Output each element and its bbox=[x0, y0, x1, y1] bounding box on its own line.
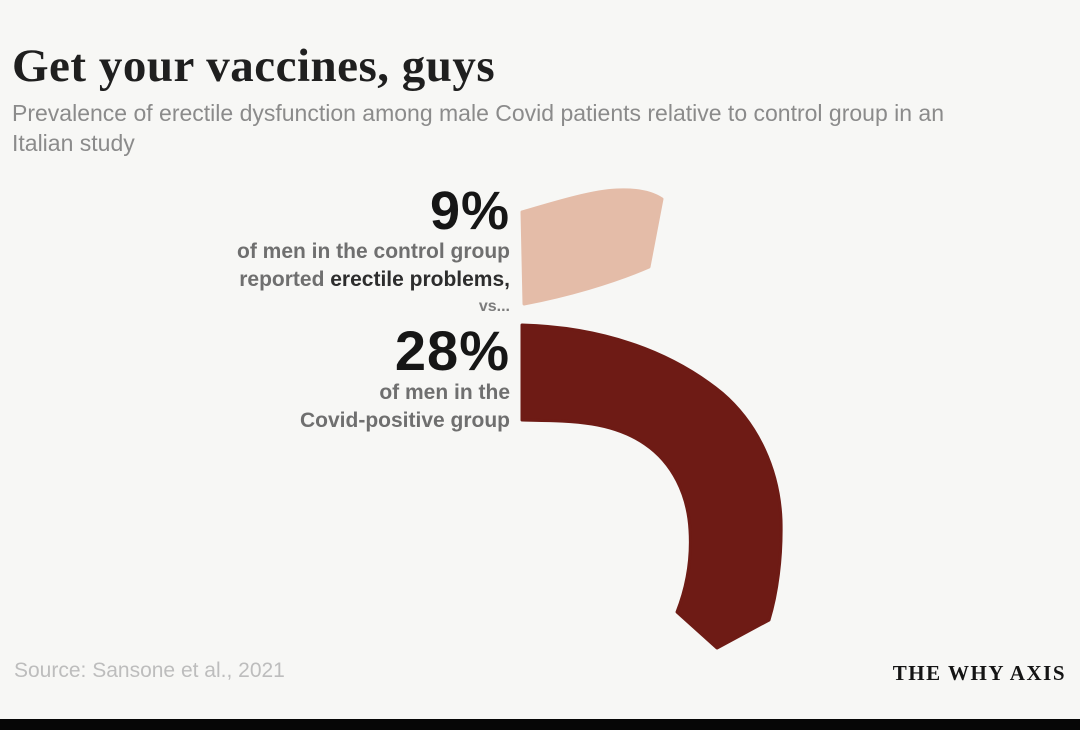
annotation-covid-line2: Covid-positive group bbox=[300, 408, 510, 432]
bottom-black-bar bbox=[0, 719, 1080, 730]
value-control-group: 9% bbox=[429, 181, 510, 241]
value-covid-group: 28% bbox=[394, 319, 510, 382]
brand-logo: THE WHY AXIS bbox=[892, 661, 1066, 685]
annotation-covid-line1: of men in the bbox=[379, 380, 510, 404]
annotation-control-line2-suffix: , bbox=[504, 267, 510, 291]
arc-segment-control-group bbox=[520, 188, 664, 306]
annotation-control-line1: of men in the control group bbox=[237, 239, 510, 263]
source-credit: Source: Sansone et al., 2021 bbox=[14, 659, 285, 682]
annotation-control-group: 9% of men in the control group reported … bbox=[237, 181, 510, 319]
arc-segment-covid-group bbox=[520, 323, 783, 650]
page-subtitle: Prevalence of erectile dysfunction among… bbox=[12, 100, 945, 156]
page-title: Get your vaccines, guys bbox=[12, 40, 496, 92]
annotation-covid-group: 28% of men in the Covid-positive group bbox=[300, 319, 510, 435]
annotation-control-line2-bold: erectile problems bbox=[330, 267, 505, 291]
annotation-control-line2: reported erectile problems, bbox=[237, 266, 510, 294]
annotation-control-line2-prefix: reported bbox=[239, 267, 331, 291]
annotation-vs-label: vs... bbox=[478, 297, 510, 315]
